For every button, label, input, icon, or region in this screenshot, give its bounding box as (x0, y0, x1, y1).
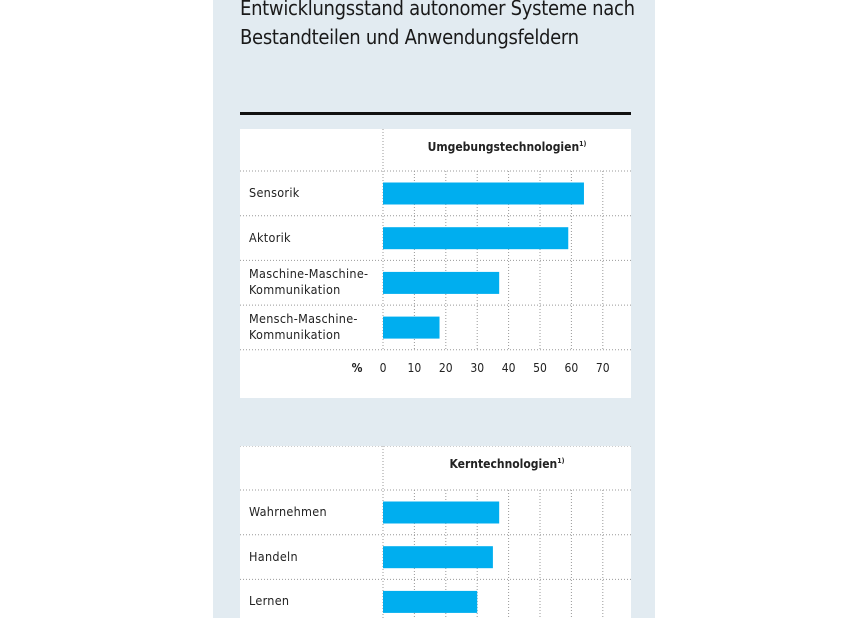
footnote-marker: 1) (557, 457, 565, 465)
category-label: Wahrnehmen (249, 504, 327, 519)
chart-plot (240, 129, 631, 351)
bar-2 (383, 590, 478, 613)
chart-umgebungstechnologien: Sensorik Aktorik Maschine-Maschine- Kommuni… (240, 129, 631, 398)
category-label: Lernen (249, 593, 290, 609)
x-tick-label: 40 (501, 360, 516, 375)
bar-1 (383, 227, 569, 250)
x-tick-label: 50 (533, 360, 547, 375)
bar-0 (383, 182, 584, 205)
x-tick-label: 30 (470, 360, 485, 375)
category-label: Handeln (249, 548, 298, 564)
bar-2 (383, 271, 500, 294)
category-label: Maschine-Maschine- Kommunikation (249, 266, 369, 298)
x-axis-label: % (351, 360, 363, 375)
bar-0 (383, 501, 500, 524)
category-label: Mensch-Maschine- Kommunikation (249, 311, 358, 343)
x-tick-label: 10 (407, 360, 422, 375)
bar-1 (383, 546, 493, 569)
x-tick-label: 0 (379, 360, 387, 375)
category-label: Aktorik (249, 229, 291, 245)
x-tick-label: 70 (595, 360, 610, 375)
bar-3 (383, 316, 440, 339)
chart-kerntechnologien: Wahrnehmen Handeln Lernen Kerntechnologien1… (240, 446, 631, 618)
chart-subtitle: Kerntechnologien1) (450, 457, 565, 471)
category-label: Sensorik (249, 185, 300, 200)
subtitle-text: Umgebungstechnologien (427, 140, 580, 154)
chart-subtitle: Umgebungstechnologien1) (428, 140, 587, 154)
chart-plot (240, 446, 631, 618)
x-tick-label: 20 (438, 360, 453, 375)
x-tick-label: 60 (564, 360, 579, 375)
chart-title: Entwicklungsstand autonomer Systeme nach… (240, 0, 635, 49)
footnote-marker: 1) (579, 140, 587, 148)
subtitle-text: Kerntechnologien (449, 457, 558, 471)
title-divider (240, 112, 631, 115)
